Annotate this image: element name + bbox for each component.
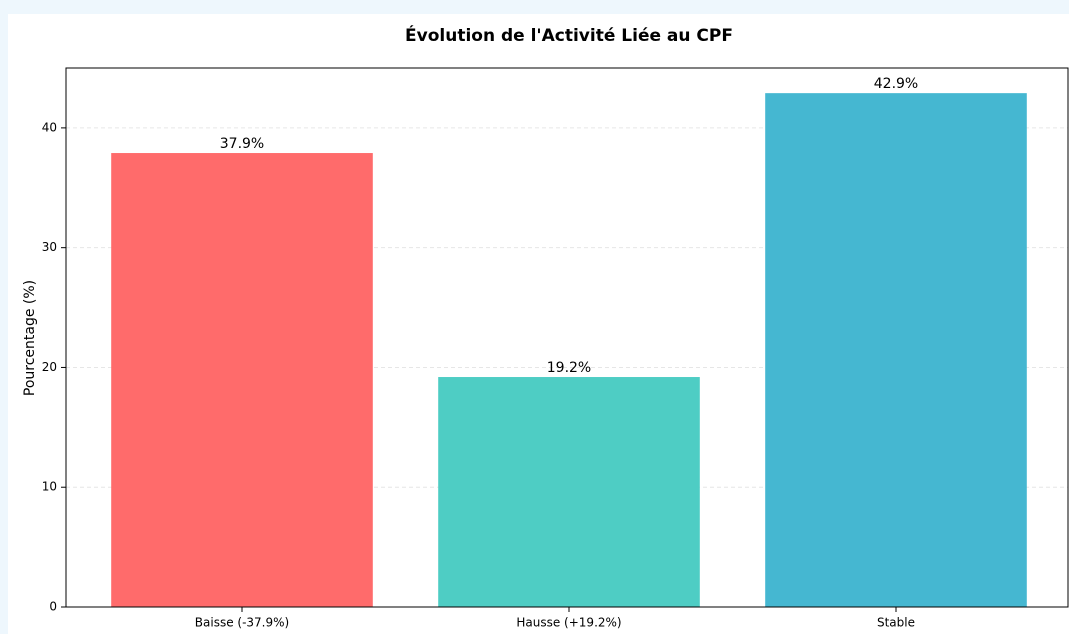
y-tick-label: 20 — [42, 360, 57, 374]
y-axis-label: Pourcentage (%) — [22, 280, 38, 396]
y-tick-label: 40 — [42, 120, 57, 134]
bar — [438, 377, 700, 607]
y-tick-label: 30 — [42, 240, 57, 254]
axes-frame — [65, 67, 1069, 608]
x-tick-label: Baisse (-37.9%) — [195, 616, 289, 630]
bar — [765, 93, 1027, 608]
value-label: 37.9% — [220, 136, 264, 152]
x-tick-label: Stable — [877, 616, 915, 630]
value-label: 19.2% — [547, 360, 591, 376]
chart-title: Évolution de l'Activité Liée au CPF — [405, 24, 733, 46]
value-label: 42.9% — [874, 76, 918, 92]
bar — [111, 153, 373, 607]
x-tick-label: Hausse (+19.2%) — [516, 616, 621, 630]
y-tick-label: 0 — [49, 600, 57, 614]
y-tick-label: 10 — [42, 480, 57, 494]
